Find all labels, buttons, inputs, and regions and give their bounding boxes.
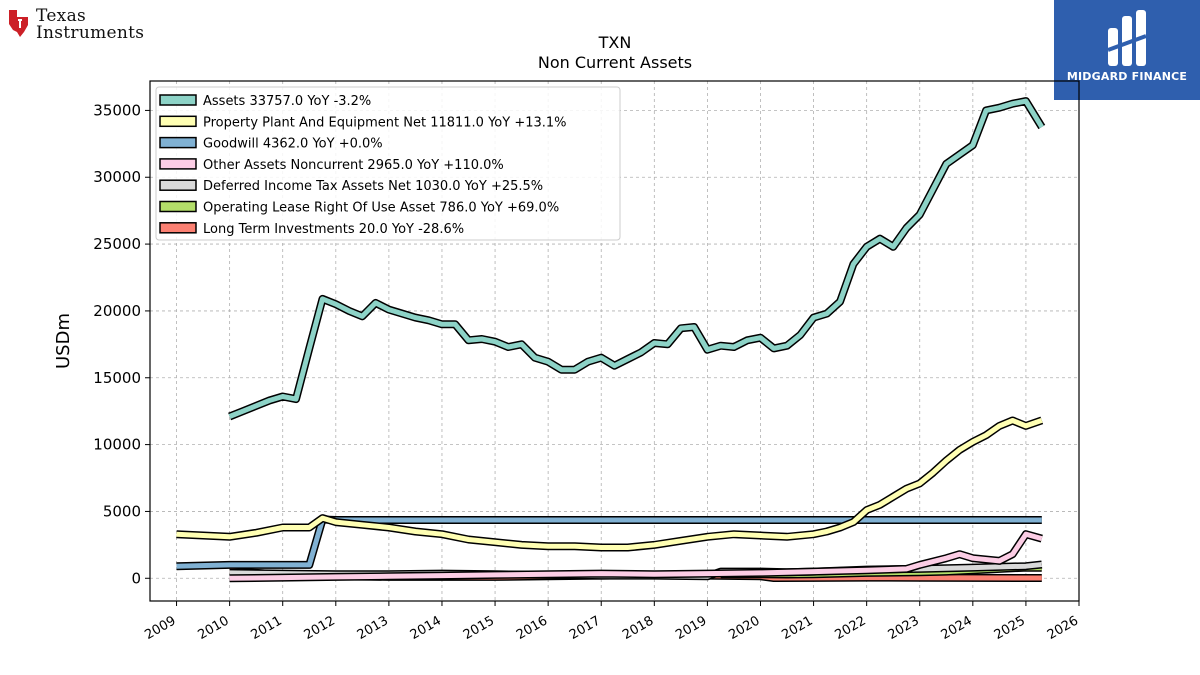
legend-swatch xyxy=(159,179,197,191)
legend-swatch xyxy=(159,222,197,234)
y-tick-label: 10000 xyxy=(93,436,141,454)
chart-subtitle: Non Current Assets xyxy=(538,53,692,72)
x-tick-label: 2019 xyxy=(673,613,709,643)
x-tick-label: 2024 xyxy=(939,613,975,643)
logo-line-1: Texas xyxy=(36,6,87,26)
midgard-emblem-icon xyxy=(1107,10,1147,66)
legend-entry: Assets 33757.0 YoY -3.2% xyxy=(203,94,371,109)
x-tick-label: 2014 xyxy=(408,613,444,643)
x-tick-label: 2026 xyxy=(1045,613,1081,643)
x-tick-label: 2020 xyxy=(726,613,762,643)
plot-frame xyxy=(149,80,1080,602)
y-tick-label: 5000 xyxy=(103,502,141,520)
series-line xyxy=(176,418,1043,550)
x-tick-label: 2017 xyxy=(567,613,603,643)
legend: Assets 33757.0 YoY -3.2% Property Plant A… xyxy=(155,86,621,241)
legend-entry: Other Assets Noncurrent 2965.0 YoY +110.… xyxy=(203,158,504,173)
y-tick-label: 0 xyxy=(131,569,141,587)
legend-box xyxy=(155,86,621,241)
legend-entry: Property Plant And Equipment Net 11811.0… xyxy=(203,115,567,130)
x-tick-label: 2016 xyxy=(514,613,550,643)
x-tick-label: 2015 xyxy=(461,613,497,643)
legend-swatch xyxy=(159,94,197,106)
y-tick-label: 25000 xyxy=(93,235,141,253)
y-tick-label: 30000 xyxy=(93,168,141,186)
legend-swatch xyxy=(159,115,197,128)
y-tick-label: 20000 xyxy=(93,302,141,320)
x-tick-label: 2012 xyxy=(302,613,338,643)
y-tick-label: 15000 xyxy=(93,369,141,387)
legend-entry: Long Term Investments 20.0 YoY -28.6% xyxy=(203,222,464,237)
x-tick-label: 2010 xyxy=(195,613,231,643)
x-tick-label: 2022 xyxy=(832,613,868,643)
legend-swatch xyxy=(159,136,197,149)
logo-line-2: Instruments xyxy=(36,23,145,43)
y-tick-label: 35000 xyxy=(93,101,141,119)
series-1 xyxy=(176,416,1044,552)
x-tick-label: 2023 xyxy=(886,613,922,643)
series-line xyxy=(228,98,1044,419)
x-tick-label: 2018 xyxy=(620,613,656,643)
series-0 xyxy=(228,97,1046,421)
legend-swatch xyxy=(159,158,197,170)
x-tick-label: 2011 xyxy=(249,613,285,643)
legend-entry: Deferred Income Tax Assets Net 1030.0 Yo… xyxy=(203,179,543,194)
midgard-finance-logo: MIDGARD FINANCE xyxy=(1054,0,1200,100)
legend-swatch xyxy=(159,200,197,213)
legend-entry: Goodwill 4362.0 YoY +0.0% xyxy=(203,137,383,152)
x-tick-label: 2021 xyxy=(779,613,815,643)
x-tick-label: 2009 xyxy=(142,613,178,643)
y-axis-label: USDm xyxy=(53,313,74,369)
x-tick-label: 2013 xyxy=(355,613,391,643)
legend-entry: Operating Lease Right Of Use Asset 786.0… xyxy=(203,201,559,216)
brand-name: MIDGARD FINANCE xyxy=(1066,70,1188,83)
series-lines xyxy=(176,97,1046,583)
series-3 xyxy=(229,530,1043,583)
x-tick-label: 2025 xyxy=(992,613,1028,643)
texas-instruments-logo: Texas Instruments xyxy=(6,6,146,54)
chart-title: TXN xyxy=(598,33,632,52)
texas-state-icon xyxy=(9,10,28,37)
series-line xyxy=(229,531,1043,581)
